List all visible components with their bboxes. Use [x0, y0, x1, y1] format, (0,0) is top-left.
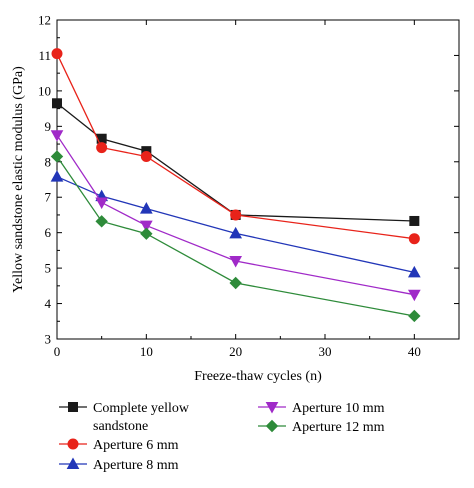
data-point — [139, 202, 153, 214]
x-tick-label: 30 — [319, 344, 332, 359]
legend-item-2: Aperture 6 mm — [59, 438, 179, 453]
series-1 — [52, 98, 420, 226]
data-point — [229, 226, 243, 239]
y-tick-label: 6 — [45, 225, 52, 240]
data-point — [50, 150, 64, 163]
axes: 0 10 20 30 40 3 4 5 6 7 8 9 10 11 12 Freeze-thaw cycles… — [11, 13, 460, 384]
data-point — [140, 150, 152, 162]
data-point — [50, 170, 64, 182]
y-tick-label: 8 — [45, 154, 52, 169]
legend-item-1: Complete yellow sandstone — [59, 401, 190, 434]
series-line — [56, 102, 415, 222]
legend-marker — [67, 438, 79, 450]
y-tick-label: 5 — [45, 261, 52, 276]
y-tick-label: 9 — [45, 119, 52, 134]
series-3 — [50, 170, 421, 278]
x-tick-label: 20 — [229, 344, 242, 359]
data-point — [407, 289, 421, 302]
y-tick-label: 7 — [45, 190, 52, 205]
legend-label: Aperture 8 mm — [93, 458, 179, 473]
data-point — [140, 227, 153, 240]
legend-label: Aperture 12 mm — [292, 420, 385, 435]
data-point — [407, 265, 421, 278]
y-axis-title: Yellow sandstone elastic modulus (GPa) — [11, 66, 26, 293]
x-tick-label: 40 — [408, 344, 421, 359]
data-point — [408, 309, 421, 323]
data-point — [230, 209, 242, 221]
data-point — [95, 197, 109, 210]
legend-label: Complete yellow — [93, 401, 190, 416]
data-point — [96, 142, 108, 154]
data-point — [51, 48, 63, 60]
y-tick-label: 3 — [45, 332, 52, 347]
x-tick-label: 0 — [54, 344, 61, 359]
legend-item-3: Aperture 8 mm — [59, 457, 179, 473]
series-4 — [50, 130, 421, 302]
y-tick-label: 11 — [38, 48, 51, 63]
data-point — [50, 130, 64, 142]
legend-marker — [265, 419, 279, 433]
data-point — [229, 276, 242, 290]
legend-marker — [68, 402, 78, 412]
data-point — [229, 256, 243, 268]
data-point — [52, 98, 62, 109]
legend-label: Aperture 6 mm — [93, 438, 179, 453]
legend-label: Aperture 10 mm — [292, 401, 385, 416]
x-axis-title: Freeze-thaw cycles (n) — [194, 369, 322, 384]
series-2 — [51, 48, 420, 245]
legend: Complete yellow sandstone Aperture 6 mm Ape… — [59, 401, 385, 473]
data-point — [409, 215, 420, 226]
y-tick-label: 12 — [38, 13, 51, 28]
legend-marker — [66, 457, 80, 469]
legend-item-5: Aperture 12 mm — [258, 419, 385, 435]
y-tick-label: 4 — [45, 296, 52, 311]
legend-item-4: Aperture 10 mm — [258, 401, 385, 416]
data-point — [95, 215, 108, 228]
data-point — [139, 220, 153, 233]
legend-label: sandstone — [93, 419, 148, 434]
y-tick-label: 10 — [38, 83, 51, 98]
series-5 — [50, 150, 421, 323]
x-tick-label: 10 — [140, 344, 153, 359]
series-layer — [50, 48, 421, 323]
data-point — [408, 233, 420, 245]
legend-marker — [265, 402, 279, 414]
